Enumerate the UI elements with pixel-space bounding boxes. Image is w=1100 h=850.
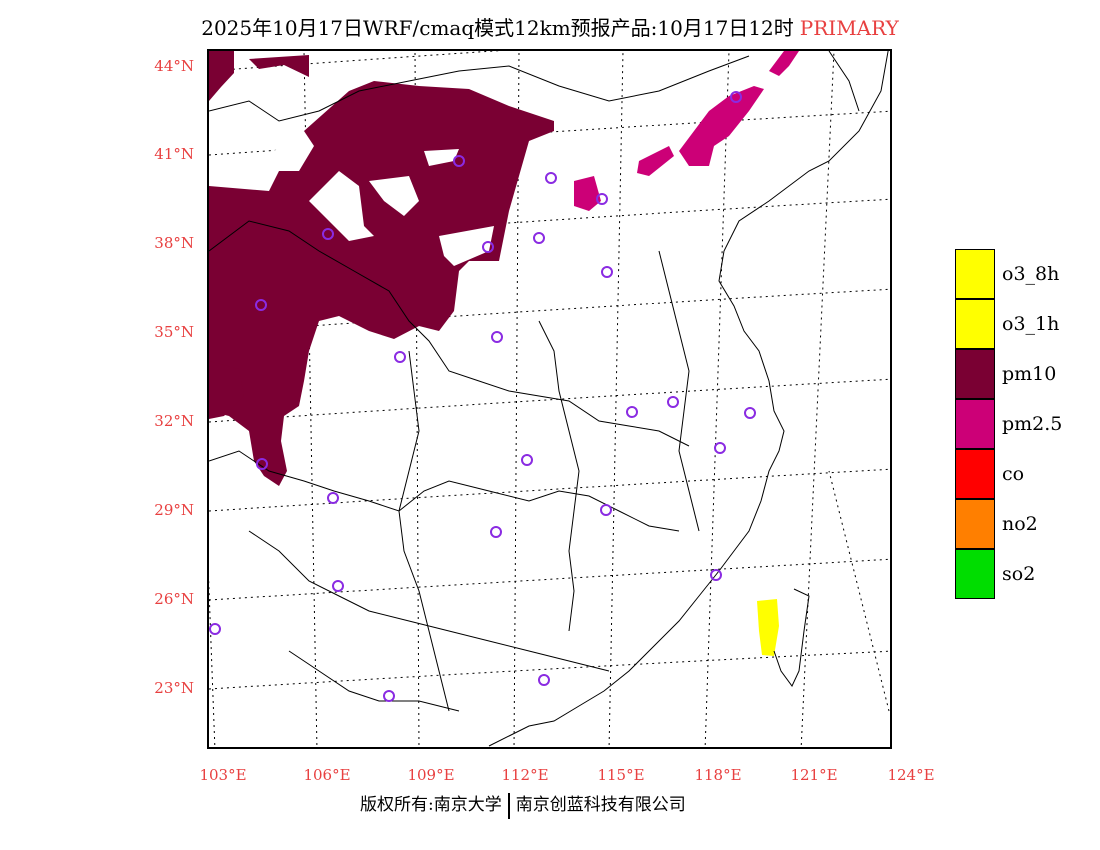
- lat-label-41: 41°N: [154, 145, 194, 163]
- title-main: 2025年10月17日WRF/cmaq模式12km预报产品:10月17日12时: [201, 16, 794, 40]
- copyright-footer: 版权所有:南京大学 南京创蓝科技有限公司: [360, 790, 686, 819]
- legend-label: pm2.5: [1002, 413, 1063, 435]
- station-marker: [538, 674, 550, 686]
- copyright-text: 版权所有:南京大学: [360, 795, 502, 815]
- map-title: 2025年10月17日WRF/cmaq模式12km预报产品:10月17日12时 P…: [0, 12, 1100, 41]
- lon-label-103: 103°E: [199, 766, 247, 784]
- legend-label: no2: [1002, 513, 1038, 535]
- lon-label-121: 121°E: [790, 766, 838, 784]
- lon-label-109: 109°E: [407, 766, 455, 784]
- legend-label: so2: [1002, 563, 1036, 585]
- station-marker: [710, 569, 722, 581]
- company-text: 南京创蓝科技有限公司: [515, 795, 686, 815]
- station-marker: [730, 91, 742, 103]
- legend-label: o3_1h: [1002, 313, 1060, 335]
- station-marker: [626, 406, 638, 418]
- station-marker: [332, 580, 344, 592]
- station-marker: [545, 172, 557, 184]
- legend-label: pm10: [1002, 363, 1057, 385]
- station-marker: [714, 442, 726, 454]
- station-marker: [533, 232, 545, 244]
- pm10-gaps: [274, 131, 494, 266]
- forecast-map: [209, 51, 890, 747]
- station-marker: [601, 266, 613, 278]
- legend-swatch: [955, 549, 995, 599]
- lon-label-112: 112°E: [501, 766, 549, 784]
- map-panel: [207, 49, 892, 749]
- footer-separator: [507, 792, 510, 819]
- lon-label-124: 124°E: [887, 766, 935, 784]
- lat-label-29: 29°N: [154, 501, 194, 519]
- station-marker: [453, 155, 465, 167]
- station-marker: [255, 299, 267, 311]
- lon-label-115: 115°E: [597, 766, 645, 784]
- legend-label: o3_8h: [1002, 263, 1060, 285]
- lat-label-38: 38°N: [154, 234, 194, 252]
- boundary-lines: [209, 51, 889, 747]
- station-marker: [521, 454, 533, 466]
- station-marker: [383, 690, 395, 702]
- lat-label-23: 23°N: [154, 679, 194, 697]
- title-pollutant: PRIMARY: [799, 16, 899, 40]
- legend-swatch: [955, 449, 995, 499]
- legend-swatch: [955, 249, 995, 299]
- lat-label-35: 35°N: [154, 323, 194, 341]
- legend-swatch: [955, 399, 995, 449]
- station-marker: [394, 351, 406, 363]
- station-marker: [491, 331, 503, 343]
- station-markers: [209, 91, 756, 702]
- station-marker: [600, 504, 612, 516]
- lat-label-32: 32°N: [154, 412, 194, 430]
- lon-label-118: 118°E: [694, 766, 742, 784]
- lat-label-44: 44°N: [154, 57, 194, 75]
- pm10-area: [209, 51, 554, 486]
- legend-swatch: [955, 499, 995, 549]
- pm25-area: [574, 51, 799, 211]
- o3-area: [757, 599, 779, 656]
- station-marker: [744, 407, 756, 419]
- station-marker: [209, 623, 221, 635]
- station-marker: [490, 526, 502, 538]
- station-marker: [256, 458, 268, 470]
- station-marker: [596, 193, 608, 205]
- station-marker: [667, 396, 679, 408]
- legend-swatch: [955, 349, 995, 399]
- station-marker: [327, 492, 339, 504]
- legend-label: co: [1002, 463, 1025, 485]
- station-marker: [482, 241, 494, 253]
- legend-swatch: [955, 299, 995, 349]
- station-marker: [322, 228, 334, 240]
- lon-label-106: 106°E: [303, 766, 351, 784]
- lat-label-26: 26°N: [154, 590, 194, 608]
